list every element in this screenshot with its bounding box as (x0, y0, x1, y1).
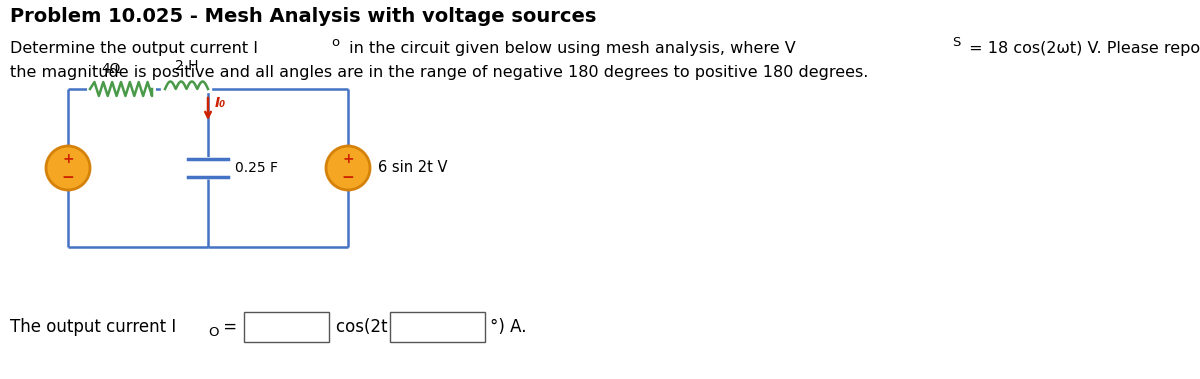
FancyBboxPatch shape (390, 312, 485, 342)
Text: +: + (342, 152, 354, 166)
Text: the magnitude is positive and all angles are in the range of negative 180 degree: the magnitude is positive and all angles… (10, 65, 869, 80)
Text: −: − (61, 170, 74, 185)
Text: in the circuit given below using mesh analysis, where V: in the circuit given below using mesh an… (344, 41, 796, 56)
Text: cos(2t +: cos(2t + (336, 318, 407, 336)
Circle shape (46, 146, 90, 190)
Text: O: O (208, 326, 218, 340)
Text: =: = (218, 318, 238, 336)
Text: 2 H: 2 H (175, 59, 198, 73)
Text: Determine the output current I: Determine the output current I (10, 41, 258, 56)
Text: −: − (342, 170, 354, 185)
Text: I₀: I₀ (215, 96, 227, 110)
Text: Problem 10.025 - Mesh Analysis with voltage sources: Problem 10.025 - Mesh Analysis with volt… (10, 7, 596, 26)
Text: +: + (62, 152, 74, 166)
Text: 4Ω: 4Ω (101, 62, 121, 76)
Text: S: S (952, 36, 960, 50)
FancyBboxPatch shape (244, 312, 329, 342)
Text: V: V (49, 157, 60, 172)
Text: 6 sin 2t V: 6 sin 2t V (378, 160, 448, 175)
Text: 0.25 F: 0.25 F (235, 161, 278, 175)
Text: s: s (60, 178, 67, 188)
Text: °) A.: °) A. (490, 318, 527, 336)
Text: = 18 cos(2ωt) V. Please report your answer so: = 18 cos(2ωt) V. Please report your answ… (964, 41, 1200, 56)
Text: o: o (331, 36, 340, 50)
Circle shape (326, 146, 370, 190)
Text: The output current I: The output current I (10, 318, 176, 336)
